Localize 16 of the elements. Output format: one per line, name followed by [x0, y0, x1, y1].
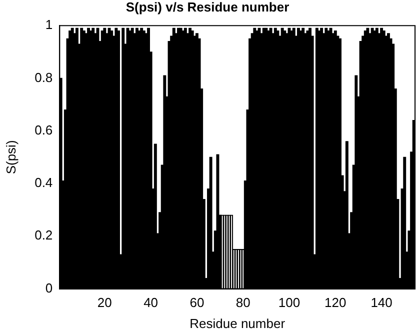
x-tick-label: 100: [278, 295, 300, 310]
y-tick-label: 0: [45, 280, 53, 296]
x-tick-label: 20: [97, 295, 112, 310]
y-tick-label: 0.4: [34, 175, 53, 190]
y-tick-label: 0.2: [34, 228, 53, 243]
x-tick-label: 80: [236, 295, 250, 310]
x-axis-title: Residue number: [190, 316, 286, 331]
y-tick-label: 1: [45, 17, 53, 32]
x-tick-label: 40: [144, 295, 158, 310]
chart-title: S(psi) v/s Residue number: [126, 0, 290, 14]
x-tick-label: 120: [324, 295, 346, 310]
y-tick-label: 0.8: [34, 70, 53, 85]
x-tick-label: 60: [190, 295, 204, 310]
x-tick-label: 140: [370, 295, 392, 310]
y-tick-label: 0.6: [34, 122, 53, 138]
y-axis-title: S(psi): [3, 140, 18, 174]
